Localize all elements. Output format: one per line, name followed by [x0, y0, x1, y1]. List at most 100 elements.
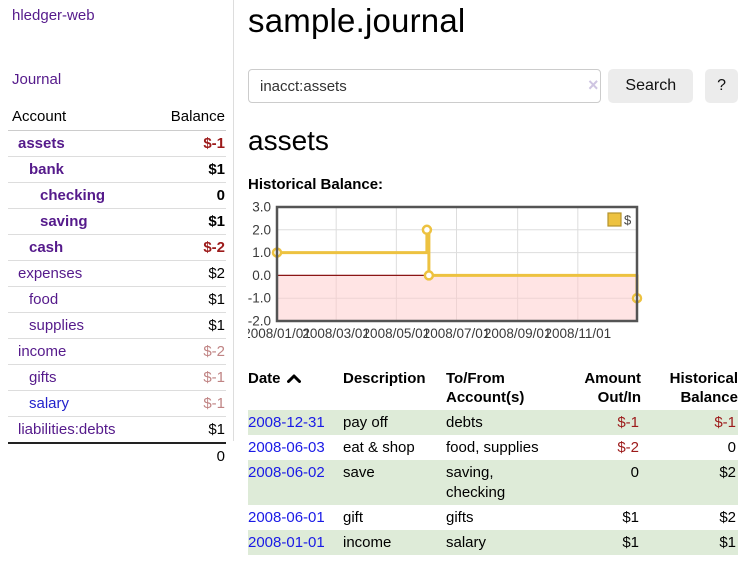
account-balance: $-2	[148, 338, 226, 365]
search-button[interactable]: Search	[608, 69, 694, 103]
register-table: Date Description To/From Account(s) Amou…	[248, 367, 738, 555]
account-row: bank $1	[8, 156, 226, 183]
historical-balance-chart: $3.0 2.0 1.0 0.0 -1.0 -2.02008/01/012008/03/0…	[243, 200, 643, 341]
sidebar: hledger-web Journal Account Balance asse…	[0, 0, 233, 582]
transaction-description: save	[343, 460, 446, 505]
transaction-date-link[interactable]: 2008-12-31	[248, 414, 325, 431]
date-column-header: Date	[248, 367, 343, 410]
transaction-balance: $1	[641, 530, 738, 555]
transaction-accounts: debts	[446, 410, 553, 435]
clear-search-icon[interactable]: ×	[588, 75, 599, 95]
account-balance: $1	[148, 156, 226, 183]
account-row: liabilities:debts $1	[8, 417, 226, 444]
description-column-header: Description	[343, 370, 426, 387]
account-balance: $-1	[148, 364, 226, 391]
account-balance: 0	[148, 182, 226, 209]
svg-text:2008/07/01: 2008/07/01	[423, 326, 491, 341]
sidebar-divider	[233, 0, 234, 441]
accounts-column-header: To/From Account(s)	[446, 370, 525, 406]
svg-text:1.0: 1.0	[252, 245, 271, 260]
svg-text:2008/01/01: 2008/01/01	[248, 326, 311, 341]
register-row: 2008-06-03 eat & shop food, supplies $-2…	[248, 435, 738, 460]
account-row: checking 0	[8, 182, 226, 209]
search-form: × Search ?	[248, 69, 738, 103]
account-link-gifts[interactable]: gifts	[29, 369, 57, 386]
amount-column-header: Amount Out/In	[584, 370, 641, 406]
account-link-expenses[interactable]: expenses	[18, 265, 83, 282]
transaction-date-link[interactable]: 2008-01-01	[248, 534, 325, 551]
transaction-accounts: food, supplies	[446, 439, 539, 456]
account-balance: $-1	[148, 390, 226, 417]
balance-column-header: Balance	[148, 102, 226, 131]
account-balance: $-1	[148, 130, 226, 157]
transaction-accounts: salary	[446, 530, 553, 555]
page-title: sample.journal	[248, 2, 466, 39]
transaction-description: gift	[343, 509, 364, 526]
account-balance: $1	[148, 286, 226, 313]
svg-text:2008/05/01: 2008/05/01	[363, 326, 431, 341]
register-row: 2008-12-31 pay off debts $-1 $-1	[248, 410, 738, 435]
transaction-amount: $1	[553, 530, 641, 555]
account-link-saving[interactable]: saving	[40, 213, 88, 230]
account-row: income $-2	[8, 338, 226, 365]
transaction-amount: 0	[553, 460, 641, 505]
account-link-food[interactable]: food	[29, 291, 59, 308]
transaction-amount: $-1	[553, 410, 641, 435]
account-link-liabilities-debts[interactable]: liabilities:debts	[18, 421, 116, 438]
chevron-up-icon	[286, 369, 301, 388]
app-title-link[interactable]: hledger-web	[12, 7, 95, 24]
account-heading: assets	[248, 125, 329, 156]
account-link-income[interactable]: income	[18, 343, 67, 360]
svg-text:3.0: 3.0	[252, 202, 271, 215]
account-link-checking[interactable]: checking	[40, 187, 106, 204]
account-row: expenses $2	[8, 260, 226, 287]
accounts-total-row: 0	[8, 442, 226, 469]
transaction-description: pay off	[343, 410, 446, 435]
account-row: assets $-1	[8, 130, 226, 157]
svg-text:2008/09/01: 2008/09/01	[484, 326, 552, 341]
account-link-supplies[interactable]: supplies	[29, 317, 85, 334]
transaction-amount: $1	[622, 509, 639, 526]
transaction-balance: $2	[641, 460, 738, 505]
register-header-row: Date Description To/From Account(s) Amou…	[248, 367, 738, 410]
account-link-assets[interactable]: assets	[18, 135, 65, 152]
transaction-balance: $2	[719, 509, 736, 526]
transaction-description: eat & shop	[343, 439, 415, 456]
transaction-accounts: gifts	[446, 509, 474, 526]
svg-text:0.0: 0.0	[252, 268, 271, 283]
account-link-cash[interactable]: cash	[29, 239, 64, 256]
transaction-date-link[interactable]: 2008-06-02	[248, 464, 325, 481]
transaction-date-link[interactable]: 2008-06-03	[248, 439, 325, 456]
balance-column-header: Historical Balance	[669, 370, 738, 406]
account-balance: $2	[148, 260, 226, 287]
accounts-table-header: Account Balance	[8, 102, 226, 131]
account-column-header: Account	[8, 102, 149, 131]
account-balance: $1	[148, 312, 226, 339]
transaction-balance: 0	[727, 439, 736, 456]
account-row: cash $-2	[8, 234, 226, 261]
svg-text:$: $	[624, 213, 632, 228]
account-link-salary[interactable]: salary	[29, 395, 70, 412]
search-input[interactable]	[248, 69, 602, 103]
accounts-total-value: 0	[148, 442, 226, 469]
transaction-date-link[interactable]: 2008-06-01	[248, 509, 325, 526]
account-link-bank[interactable]: bank	[29, 161, 65, 178]
register-row: 2008-06-01 gift gifts $1 $2	[248, 505, 738, 530]
register-row: 2008-01-01 income salary $1 $1	[248, 530, 738, 555]
transaction-balance: $-1	[641, 410, 738, 435]
svg-text:-1.0: -1.0	[248, 291, 271, 306]
account-balance: $-2	[148, 234, 226, 261]
sidebar-item-journal[interactable]: Journal	[12, 71, 62, 88]
accounts-table: Account Balance assets $-1 bank $1 check…	[8, 102, 226, 469]
account-row: food $1	[8, 286, 226, 313]
account-balance: $1	[208, 421, 225, 438]
svg-text:2.0: 2.0	[252, 222, 271, 237]
account-row: salary $-1	[8, 390, 226, 417]
chart-container: $3.0 2.0 1.0 0.0 -1.0 -2.0 2008/01/01 2008/03/0…	[243, 200, 738, 356]
account-row: gifts $-1	[8, 364, 226, 391]
svg-text:2008/11/01: 2008/11/01	[545, 326, 612, 341]
transaction-description: income	[343, 530, 446, 555]
account-balance: $1	[148, 208, 226, 235]
help-button[interactable]: ?	[705, 69, 738, 103]
register-row: 2008-06-02 save saving, checking 0 $2	[248, 460, 738, 505]
